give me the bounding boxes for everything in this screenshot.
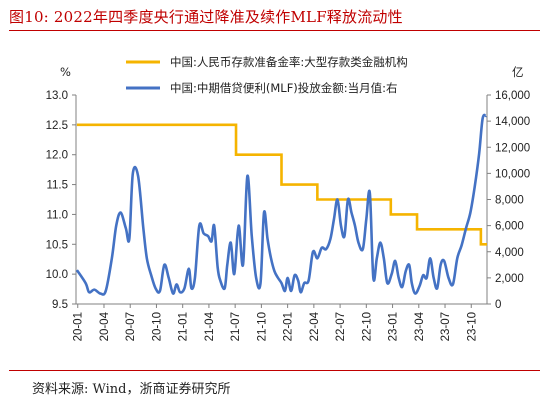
series-line-rrr [76, 123, 487, 246]
legend-label-rrr: 中国:人民币存款准备金率:大型存款类金融机构 [170, 55, 408, 69]
chart-axes [75, 95, 488, 305]
right-axis-tick-label: 2,000 [495, 273, 524, 285]
figure-source: 资料来源: Wind，浙商证券研究所 [32, 382, 231, 397]
left-axis-tick-label: 12.0 [46, 150, 68, 162]
x-axis-ticks: 20-01 20-04 20-07 20-10 21-01 21-04 21-07 21-10… [73, 304, 478, 341]
legend-label-mlf: 中国:中期借贷便利(MLF)投放金额:当月值:右 [170, 81, 398, 95]
x-axis-tick-label: 22-07 [335, 312, 347, 341]
figure-title: 图10: 2022年四季度央行通过降准及续作MLF释放流动性 [9, 8, 403, 26]
chart-legend: 中国:人民币存款准备金率:大型存款类金融机构 中国:中期借贷便利(MLF)投放金… [126, 55, 408, 95]
chart-series [75, 113, 488, 296]
left-axis-tick-label: 10.0 [46, 269, 68, 281]
x-axis-tick-label: 23-10 [466, 312, 478, 341]
left-axis-tick-label: 10.5 [46, 239, 68, 251]
right-axis-tick-label: 0 [495, 299, 501, 311]
right-axis-ticks: 0 2,000 4,000 6,000 8,000 10,000 12,000 14,000 1… [487, 90, 530, 311]
x-axis-tick-label: 23-07 [440, 312, 452, 341]
left-axis-tick-label: 13.0 [46, 90, 68, 102]
x-axis-tick-label: 20-04 [99, 311, 111, 341]
chart: 9.5 10.0 10.5 11.0 11.5 12.0 12.5 13.0 0 2,000 4,… [46, 55, 531, 341]
series-line-mlf [75, 113, 488, 296]
left-axis-ticks: 9.5 10.0 10.5 11.0 11.5 12.0 12.5 13.0 [46, 90, 76, 311]
right-axis-tick-label: 8,000 [495, 195, 524, 207]
right-axis-tick-label: 4,000 [495, 247, 524, 259]
x-axis-tick-label: 20-07 [125, 312, 137, 341]
right-axis-tick-label: 12,000 [495, 142, 530, 154]
left-axis-unit: % [60, 65, 71, 79]
x-axis-tick-label: 21-01 [178, 312, 190, 341]
title-rule [9, 30, 540, 31]
right-axis-tick-label: 6,000 [495, 221, 524, 233]
right-axis-tick-label: 10,000 [495, 168, 530, 180]
left-axis-tick-label: 9.5 [52, 299, 68, 311]
x-axis-tick-label: 23-01 [388, 312, 400, 341]
left-axis-tick-label: 12.5 [46, 120, 68, 132]
x-axis-tick-label: 21-10 [256, 312, 268, 341]
x-axis-tick-label: 22-01 [283, 312, 295, 341]
right-axis-tick-label: 16,000 [495, 90, 530, 102]
left-axis-tick-label: 11.5 [46, 180, 68, 192]
x-axis-tick-label: 22-10 [361, 312, 373, 341]
right-axis-unit: 亿 [512, 65, 524, 79]
left-axis-tick-label: 11.0 [46, 209, 68, 221]
x-axis-tick-label: 23-04 [414, 311, 426, 341]
x-axis-tick-label: 21-07 [230, 312, 242, 341]
x-axis-tick-label: 20-01 [73, 312, 85, 341]
source-rule [9, 370, 540, 371]
x-axis-tick-label: 22-04 [309, 311, 321, 341]
x-axis-tick-label: 20-10 [151, 312, 163, 341]
x-axis-tick-label: 21-04 [204, 311, 216, 341]
right-axis-tick-label: 14,000 [495, 116, 530, 128]
